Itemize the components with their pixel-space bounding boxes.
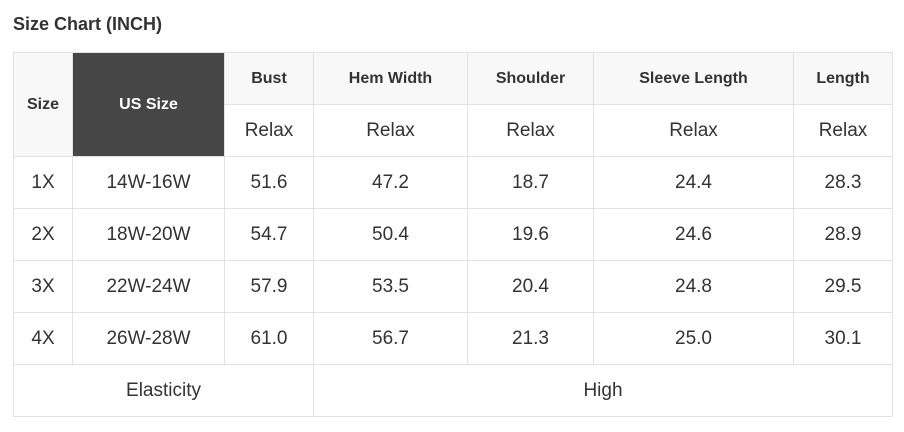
table-cell: 61.0	[224, 312, 314, 365]
subheader-row: Relax Relax Relax Relax Relax	[14, 104, 893, 157]
table-row: 4X 26W-28W 61.0 56.7 21.3 25.0 30.1	[13, 312, 893, 365]
table-cell: 24.4	[593, 156, 794, 209]
table-cell: 24.6	[593, 208, 794, 261]
header-sleeve-length: Sleeve Length	[593, 52, 794, 105]
table-cell: 21.3	[467, 312, 594, 365]
table-cell: 19.6	[467, 208, 594, 261]
table-cell: 2X	[13, 208, 73, 261]
table-cell: 47.2	[313, 156, 468, 209]
table-cell: 20.4	[467, 260, 594, 313]
table-cell: 4X	[13, 312, 73, 365]
elasticity-value: High	[313, 364, 893, 417]
header-shoulder: Shoulder	[467, 52, 594, 105]
table-cell: 24.8	[593, 260, 794, 313]
page-title: Size Chart (INCH)	[13, 14, 163, 34]
table-cell: 30.1	[793, 312, 893, 365]
table-cell: 18W-20W	[72, 208, 225, 261]
table-row: 1X 14W-16W 51.6 47.2 18.7 24.4 28.3	[13, 156, 893, 209]
table-cell: 28.9	[793, 208, 893, 261]
subheader-cell: Relax	[313, 104, 468, 157]
table-cell: 54.7	[224, 208, 314, 261]
subheader-cell: Relax	[224, 104, 314, 157]
header-us-size: US Size	[72, 52, 225, 157]
table-cell: 26W-28W	[72, 312, 225, 365]
size-chart-table: Size US Size Bust Hem Width Shoulder Sle…	[13, 52, 893, 417]
table-row: 2X 18W-20W 54.7 50.4 19.6 24.6 28.9	[13, 208, 893, 261]
table-cell: 14W-16W	[72, 156, 225, 209]
table-cell: 57.9	[224, 260, 314, 313]
elasticity-label: Elasticity	[13, 364, 314, 417]
subheader-cell: Relax	[793, 104, 893, 157]
subheader-cell: Relax	[467, 104, 594, 157]
header-row: Size US Size Bust Hem Width Shoulder Sle…	[13, 52, 893, 157]
table-cell: 51.6	[224, 156, 314, 209]
table-cell: 50.4	[313, 208, 468, 261]
table-cell: 3X	[13, 260, 73, 313]
subheader-cell: Relax	[593, 104, 794, 157]
table-cell: 18.7	[467, 156, 594, 209]
table-cell: 25.0	[593, 312, 794, 365]
table-cell: 22W-24W	[72, 260, 225, 313]
table-cell: 1X	[13, 156, 73, 209]
table-row: 3X 22W-24W 57.9 53.5 20.4 24.8 29.5	[13, 260, 893, 313]
header-bust: Bust	[224, 52, 314, 105]
header-size: Size	[13, 52, 73, 157]
table-cell: 28.3	[793, 156, 893, 209]
table-cell: 53.5	[313, 260, 468, 313]
header-hem-width: Hem Width	[313, 52, 468, 105]
elasticity-row: Elasticity High	[13, 364, 893, 417]
table-cell: 29.5	[793, 260, 893, 313]
table-cell: 56.7	[313, 312, 468, 365]
header-length: Length	[793, 52, 893, 105]
